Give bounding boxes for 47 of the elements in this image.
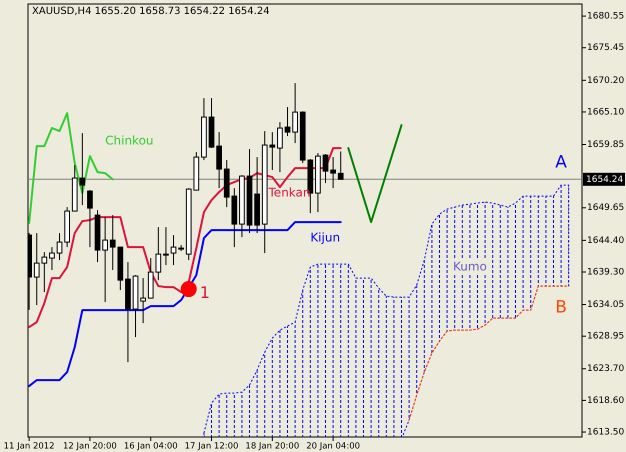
y-tick-label: 1659.85 (587, 140, 624, 150)
series-label: Kijun (310, 230, 340, 244)
x-tick-label: 18 Jan 20:00 (245, 441, 300, 452)
line-series (408, 286, 570, 421)
y-tick-label: 1680.55 (587, 12, 624, 22)
series-label: Chinkou (105, 133, 154, 148)
y-tick-label: 1613.50 (587, 427, 624, 438)
y-tick-label: 1675.45 (587, 43, 624, 54)
y-tick-label: 1665.10 (587, 107, 624, 118)
ref-line-label: 1654.24 (586, 174, 624, 185)
candlestick (110, 214, 116, 271)
x-tick-label: 16 Jan 04:00 (124, 441, 178, 452)
candlestick (216, 132, 222, 189)
y-tick-label: 1618.60 (587, 396, 624, 406)
chart-title: XAUUSD,H4 1655.20 1658.73 1654.22 1654.24 (32, 6, 270, 17)
candlestick (79, 132, 86, 206)
line-series (347, 124, 403, 224)
candlestick (102, 216, 108, 303)
candlestick (170, 234, 176, 266)
candlestick (269, 132, 276, 171)
y-tick-label: 1634.05 (587, 300, 624, 310)
candlestick (292, 82, 298, 144)
y-tick-label: 1628.95 (587, 332, 624, 342)
x-tick-label: 20 Jan 04:00 (306, 441, 360, 452)
y-tick-label: 1623.70 (587, 364, 624, 374)
candlestick (87, 190, 93, 248)
annotation: 1 (200, 283, 210, 302)
y-tick-label: 1644.40 (587, 236, 624, 246)
series-label: Tenkan (268, 185, 311, 200)
annotation: Kumo (452, 259, 487, 274)
y-tick-label: 1670.20 (587, 76, 624, 86)
line-series (28, 221, 342, 388)
candlestick (330, 156, 336, 189)
candlestick (155, 226, 162, 281)
series-label: B (555, 298, 567, 318)
candlestick (41, 252, 48, 293)
x-tick-label: 17 Jan 12:00 (184, 441, 238, 452)
candlestick (163, 226, 169, 266)
candlestick (140, 278, 146, 324)
candlestick (338, 150, 344, 180)
series-label: A (555, 152, 568, 173)
y-tick-label: 1639.30 (587, 267, 624, 278)
y-tick-label: 1649.65 (587, 203, 624, 214)
x-tick-label: 11 Jan 2012 (4, 441, 55, 452)
line-series (28, 147, 342, 328)
x-tick-label: 12 Jan 20:00 (63, 441, 117, 452)
candlestick (34, 232, 40, 306)
